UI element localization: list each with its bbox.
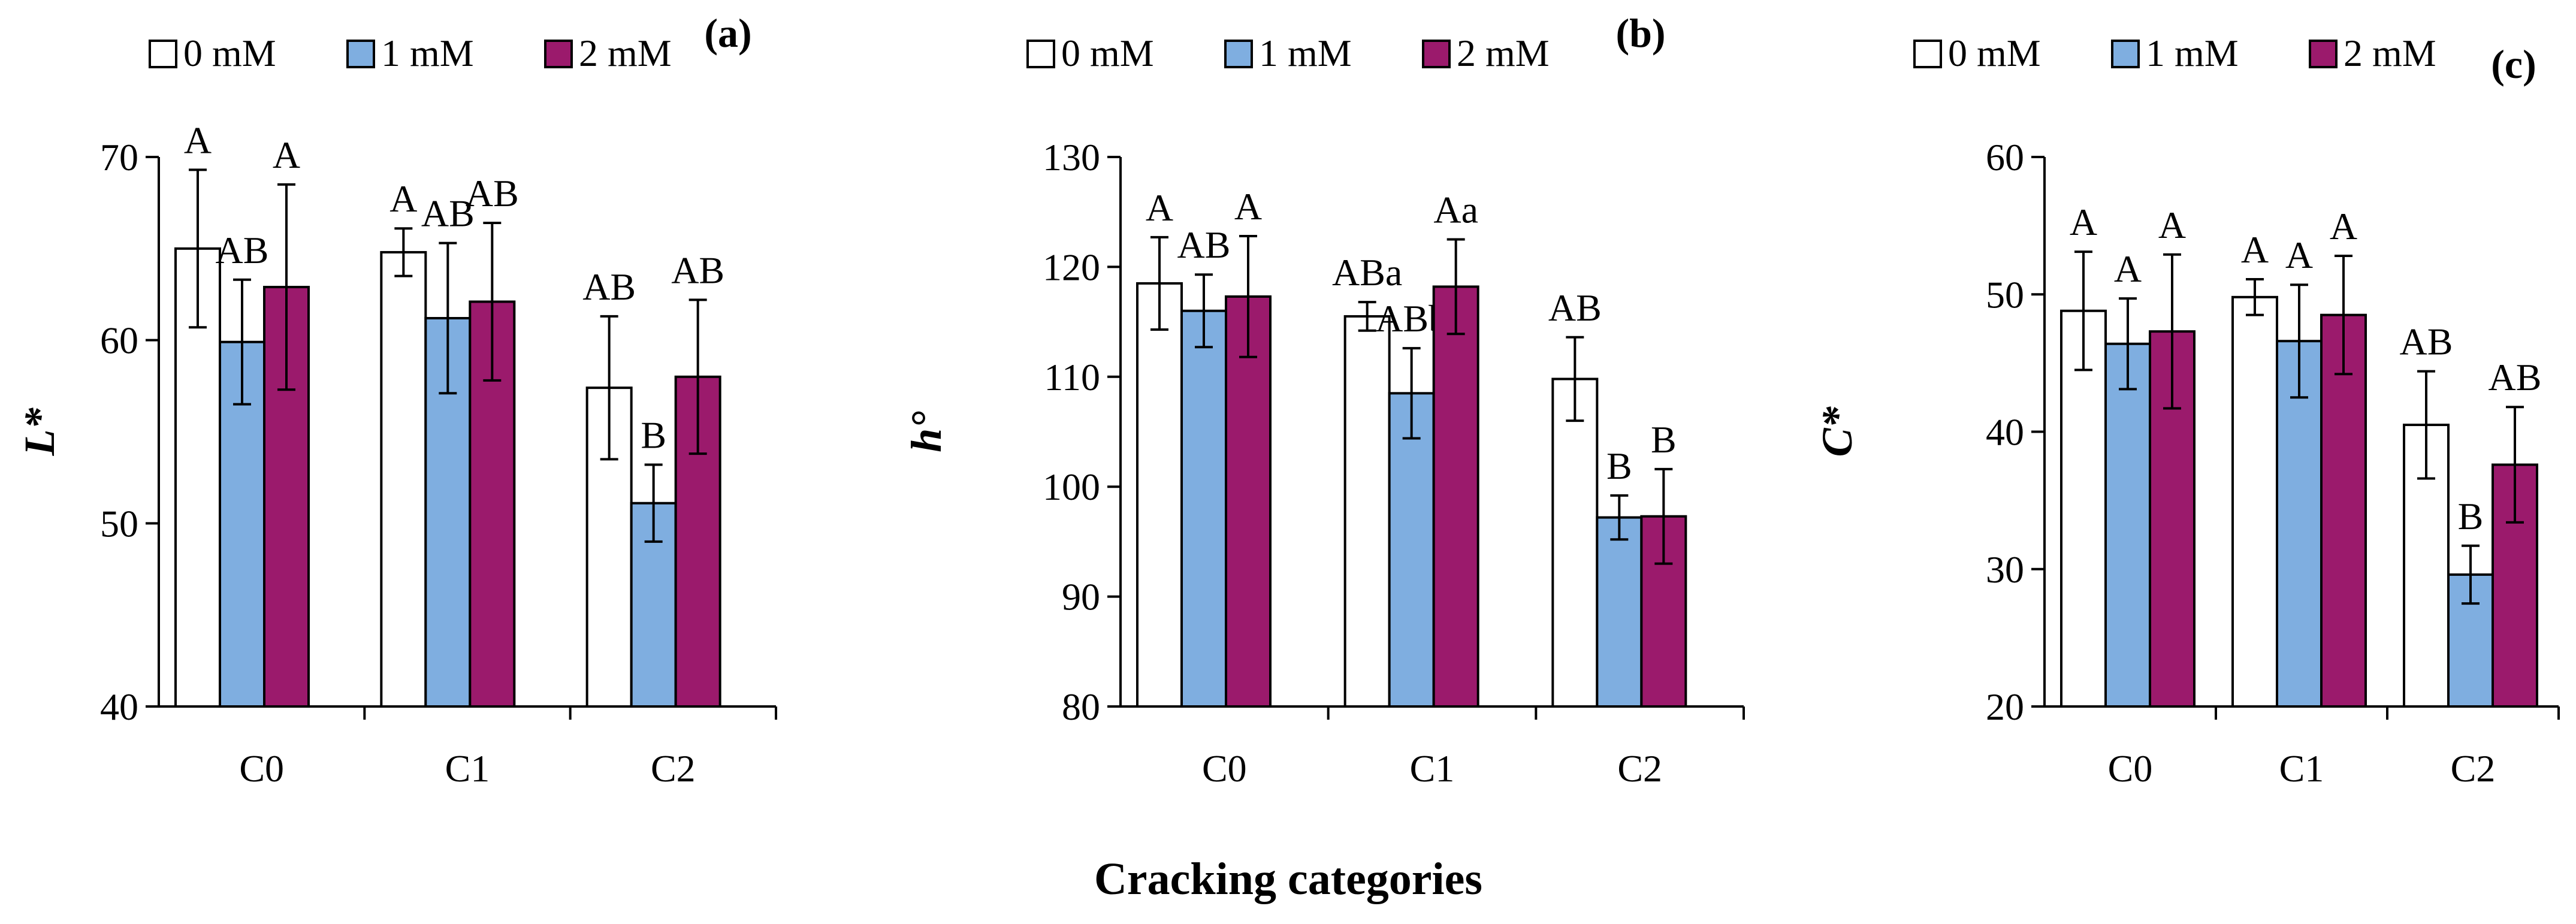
significance-label: B	[641, 414, 666, 457]
x-tick-label-c1: C1	[2279, 747, 2324, 790]
legend-swatch	[1913, 40, 1942, 68]
legend-label: 0 mM	[1948, 32, 2041, 74]
legend-swatch	[544, 40, 573, 68]
x-tick-label-c2: C2	[651, 747, 696, 790]
significance-label: A	[2241, 228, 2269, 271]
bar	[2060, 309, 2107, 708]
significance-label: A	[2285, 234, 2313, 276]
bar	[2104, 342, 2151, 708]
bar	[1180, 309, 1227, 708]
legend-label: 1 mM	[1259, 32, 1352, 74]
significance-label: AB	[2489, 356, 2542, 398]
legend-label: 2 mM	[1457, 32, 1550, 74]
legend-swatch	[1422, 40, 1451, 68]
y-tick-label: 100	[1043, 466, 1100, 508]
legend-label: 2 mM	[2344, 32, 2436, 74]
y-tick-label: 60	[100, 319, 138, 362]
panel-label: (c)	[2491, 41, 2536, 87]
panel-label: (a)	[704, 10, 751, 56]
y-tick-label: 90	[1062, 576, 1100, 618]
bar	[1225, 295, 1272, 708]
y-tick-label: 120	[1043, 246, 1100, 288]
significance-label: AB	[216, 229, 269, 271]
x-tick-label-c1: C1	[1410, 747, 1455, 790]
x-axis-title: Cracking categories	[1094, 854, 1482, 904]
significance-label: AB	[2400, 321, 2453, 363]
significance-label: A	[273, 134, 300, 176]
y-tick-label: 40	[100, 686, 138, 728]
x-tick-label-c2: C2	[2451, 747, 2496, 790]
y-tick-label: 20	[1986, 686, 2024, 728]
significance-label: A	[1234, 185, 1262, 228]
bar	[1432, 285, 1479, 708]
significance-label: B	[1606, 445, 1632, 487]
legend-swatch	[1224, 40, 1253, 68]
bar	[1343, 315, 1391, 708]
legend-swatch	[1026, 40, 1055, 68]
y-tick-label: 30	[1986, 548, 2024, 591]
legend-label: 0 mM	[183, 32, 276, 74]
y-tick-label: 50	[100, 502, 138, 545]
x-tick-label-c1: C1	[445, 747, 490, 790]
bar	[2231, 295, 2278, 708]
y-axis-label: C*	[1813, 406, 1861, 457]
legend-swatch	[2309, 40, 2338, 68]
significance-label: A	[2070, 201, 2097, 243]
legend-label: 0 mM	[1061, 32, 1154, 74]
panel-label: (b)	[1615, 10, 1665, 56]
y-axis-label: L*	[16, 407, 64, 457]
y-tick-label: 40	[1986, 411, 2024, 454]
legend-label: 1 mM	[2146, 32, 2239, 74]
y-tick-label: 110	[1044, 356, 1100, 398]
significance-label: AB	[582, 265, 636, 308]
significance-label: A	[2330, 205, 2357, 247]
significance-label: ABa	[1332, 251, 1402, 294]
significance-label: B	[2458, 495, 2484, 538]
y-axis-label: h°	[902, 411, 950, 452]
bar	[380, 250, 427, 708]
y-tick-label: 60	[1986, 136, 2024, 179]
legend-swatch	[149, 40, 177, 68]
x-tick-label-c0: C0	[239, 747, 284, 790]
significance-label: A	[2158, 204, 2186, 246]
y-tick-label: 130	[1043, 136, 1100, 179]
legend-label: 1 mM	[381, 32, 474, 74]
y-tick-label: 50	[1986, 273, 2024, 316]
x-tick-label-c0: C0	[2108, 747, 2153, 790]
significance-label: AB	[671, 249, 724, 291]
x-tick-label-c2: C2	[1617, 747, 1662, 790]
significance-label: A	[2114, 247, 2142, 290]
significance-label: AB	[466, 172, 519, 215]
bar	[1136, 282, 1183, 708]
bar	[1551, 378, 1599, 708]
legend-label: 2 mM	[579, 32, 672, 74]
x-tick-label-c0: C0	[1202, 747, 1247, 790]
bar	[1388, 392, 1435, 708]
legend-swatch	[2111, 40, 2140, 68]
significance-label: AB	[1177, 224, 1231, 266]
significance-label: A	[184, 119, 212, 161]
legend-swatch	[346, 40, 375, 68]
significance-label: Aa	[1433, 189, 1478, 231]
significance-label: A	[389, 177, 417, 220]
significance-label: AB	[1548, 286, 1602, 329]
significance-label: AB	[421, 192, 475, 235]
y-tick-label: 80	[1062, 686, 1100, 728]
significance-label: A	[1146, 186, 1173, 229]
significance-label: B	[1651, 418, 1677, 461]
y-tick-label: 70	[100, 136, 138, 179]
bar	[1596, 516, 1643, 708]
